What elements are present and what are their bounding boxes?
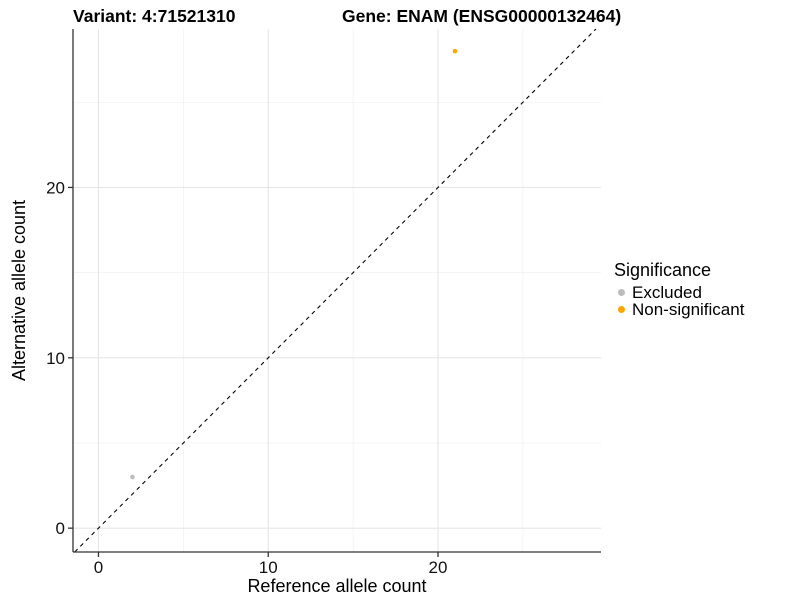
y-tick-label: 10 [46,349,65,368]
y-axis-label: Alternative allele count [9,199,30,382]
x-axis-label: Reference allele count [247,576,427,596]
legend-item-non-significant: Non-significant [614,301,744,318]
y-tick-label: 0 [56,519,65,538]
legend: Significance Excluded Non-significant [614,260,744,318]
legend-item-label: Excluded [632,283,702,302]
x-tick-label: 0 [94,558,103,577]
plot-title-variant: Variant: 4:71521310 [73,6,236,26]
y-axis-label-wrap: Alternative allele count [2,29,38,552]
legend-item-excluded: Excluded [614,284,744,301]
x-tick-label: 20 [429,558,448,577]
data-point [452,48,458,54]
x-tick-label: 10 [259,558,278,577]
legend-dot-non-significant [617,306,625,313]
identity-line [74,28,597,553]
legend-item-label: Non-significant [632,300,745,319]
legend-title: Significance [614,260,712,280]
plot-title-gene: Gene: ENAM (ENSG00000132464) [342,6,622,26]
legend-key [614,286,628,300]
legend-dot-excluded [617,289,625,296]
y-tick-label: 20 [46,178,65,197]
legend-key [614,303,628,317]
data-point [130,474,135,480]
